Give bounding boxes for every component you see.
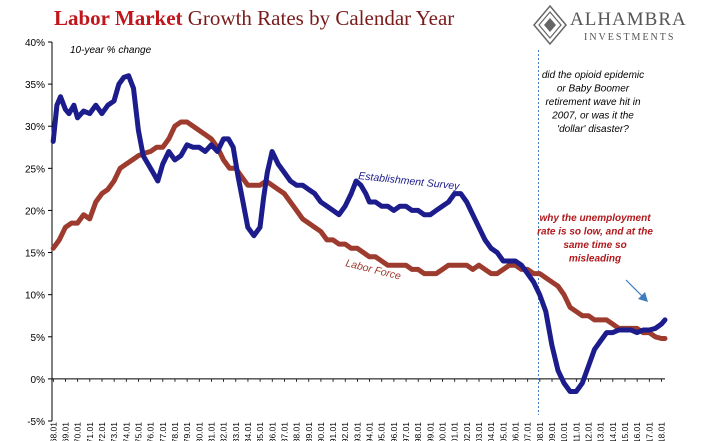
x-tick-label: 1989.01 bbox=[304, 422, 314, 441]
brand-subtitle: INVESTMENTS bbox=[584, 32, 676, 43]
series-line-establishment bbox=[50, 73, 668, 394]
x-tick-label: 1984.01 bbox=[243, 422, 253, 441]
chart-title-strong: Labor Market bbox=[54, 6, 183, 30]
x-tick-label: 1994.01 bbox=[365, 422, 375, 441]
x-tick-label: 2002.01 bbox=[462, 422, 472, 441]
x-tick-label: 1975.01 bbox=[133, 422, 143, 441]
y-tick-label: 0% bbox=[31, 375, 46, 386]
x-tick-label: 1983.01 bbox=[231, 422, 241, 441]
x-tick-label: 1987.01 bbox=[279, 422, 289, 441]
x-tick-label: 1986.01 bbox=[267, 422, 277, 441]
x-tick-label: 2010.01 bbox=[559, 422, 569, 441]
x-tick-label: 1990.01 bbox=[316, 422, 326, 441]
x-tick-label: 1973.01 bbox=[109, 422, 119, 441]
x-tick-label: 1970.01 bbox=[73, 422, 83, 441]
x-tick-label: 1992.01 bbox=[340, 422, 350, 441]
x-tick-label: 1998.01 bbox=[413, 422, 423, 441]
x-tick-label: 1972.01 bbox=[97, 422, 107, 441]
x-tick-label: 2014.01 bbox=[608, 422, 618, 441]
x-tick-label: 1993.01 bbox=[352, 422, 362, 441]
y-tick-label: 5% bbox=[31, 333, 46, 344]
x-tick-label: 1978.01 bbox=[170, 422, 180, 441]
y-tick-label: 20% bbox=[25, 206, 45, 217]
annotation-unemployment-line: rate is so low, and at the bbox=[537, 227, 653, 238]
y-tick-label: -5% bbox=[27, 417, 45, 428]
x-tick-label: 1982.01 bbox=[219, 422, 229, 441]
annotation-unemployment-line: same time so bbox=[563, 240, 626, 251]
x-tick-label: 1995.01 bbox=[377, 422, 387, 441]
x-tick-label: 2012.01 bbox=[583, 422, 593, 441]
series-line-labor-force bbox=[50, 119, 668, 341]
x-tick-label: 1981.01 bbox=[206, 422, 216, 441]
y-tick-label: 10% bbox=[25, 291, 45, 302]
x-tick-label: 1976.01 bbox=[146, 422, 156, 441]
annotation-question-line: 'dollar' disaster? bbox=[557, 124, 629, 135]
x-tick-label: 1991.01 bbox=[328, 422, 338, 441]
y-tick-label: 40% bbox=[25, 38, 45, 49]
x-tick-label: 1969.01 bbox=[61, 422, 71, 441]
x-tick-label: 1980.01 bbox=[194, 422, 204, 441]
x-tick-label: 1988.01 bbox=[292, 422, 302, 441]
arrow-head-icon bbox=[638, 292, 648, 302]
x-tick-label: 1985.01 bbox=[255, 422, 265, 441]
annotation-question-line: 2007, or was it the bbox=[551, 111, 634, 122]
x-tick-label: 1974.01 bbox=[121, 422, 131, 441]
chart-subtitle: 10-year % change bbox=[70, 45, 152, 56]
annotation-unemployment-line: why the unemployment bbox=[539, 213, 651, 224]
x-tick-label: 2018.01 bbox=[656, 422, 666, 441]
series-label-establishment: Establishment Survey bbox=[358, 170, 461, 193]
x-tick-label: 1968.01 bbox=[48, 422, 58, 441]
x-tick-label: 2013.01 bbox=[596, 422, 606, 441]
x-tick-label: 2017.01 bbox=[644, 422, 654, 441]
y-tick-label: 25% bbox=[25, 164, 45, 175]
annotation-unemployment-line: misleading bbox=[569, 254, 621, 265]
brand-emblem-icon bbox=[533, 4, 567, 46]
x-tick-label: 2009.01 bbox=[547, 422, 557, 441]
annotation-question-line: or Baby Boomer bbox=[557, 84, 630, 95]
y-tick-label: 15% bbox=[25, 249, 45, 260]
x-tick-label: 2003.01 bbox=[474, 422, 484, 441]
brand-name: ALHAMBRA bbox=[570, 9, 687, 30]
x-tick-label: 2015.01 bbox=[620, 422, 630, 441]
y-tick-label: 30% bbox=[25, 122, 45, 133]
x-tick-label: 2001.01 bbox=[450, 422, 460, 441]
x-tick-label: 1996.01 bbox=[389, 422, 399, 441]
y-tick-label: 35% bbox=[25, 80, 45, 91]
x-tick-label: 1979.01 bbox=[182, 422, 192, 441]
x-tick-label: 2016.01 bbox=[632, 422, 642, 441]
brand-logo: ALHAMBRA INVESTMENTS bbox=[532, 4, 702, 48]
x-tick-label: 1977.01 bbox=[158, 422, 168, 441]
x-tick-label: 2004.01 bbox=[486, 422, 496, 441]
x-tick-label: 2005.01 bbox=[498, 422, 508, 441]
series-label-labor-force: Labor Force bbox=[344, 257, 402, 282]
x-tick-label: 2008.01 bbox=[535, 422, 545, 441]
x-tick-label: 1971.01 bbox=[85, 422, 95, 441]
x-tick-label: 2007.01 bbox=[523, 422, 533, 441]
annotation-question-line: retirement wave hit in bbox=[545, 97, 640, 108]
x-tick-label: 2006.01 bbox=[511, 422, 521, 441]
x-tick-label: 1997.01 bbox=[401, 422, 411, 441]
x-tick-label: 1999.01 bbox=[425, 422, 435, 441]
annotation-question-line: did the opioid epidemic bbox=[542, 70, 644, 81]
x-tick-label: 2011.01 bbox=[571, 422, 581, 441]
chart-title: Labor Market Growth Rates by Calendar Ye… bbox=[54, 6, 454, 31]
x-tick-label: 2000.01 bbox=[438, 422, 448, 441]
annotation-arrow-line bbox=[625, 279, 645, 299]
chart-title-rest: Growth Rates by Calendar Year bbox=[182, 6, 455, 30]
